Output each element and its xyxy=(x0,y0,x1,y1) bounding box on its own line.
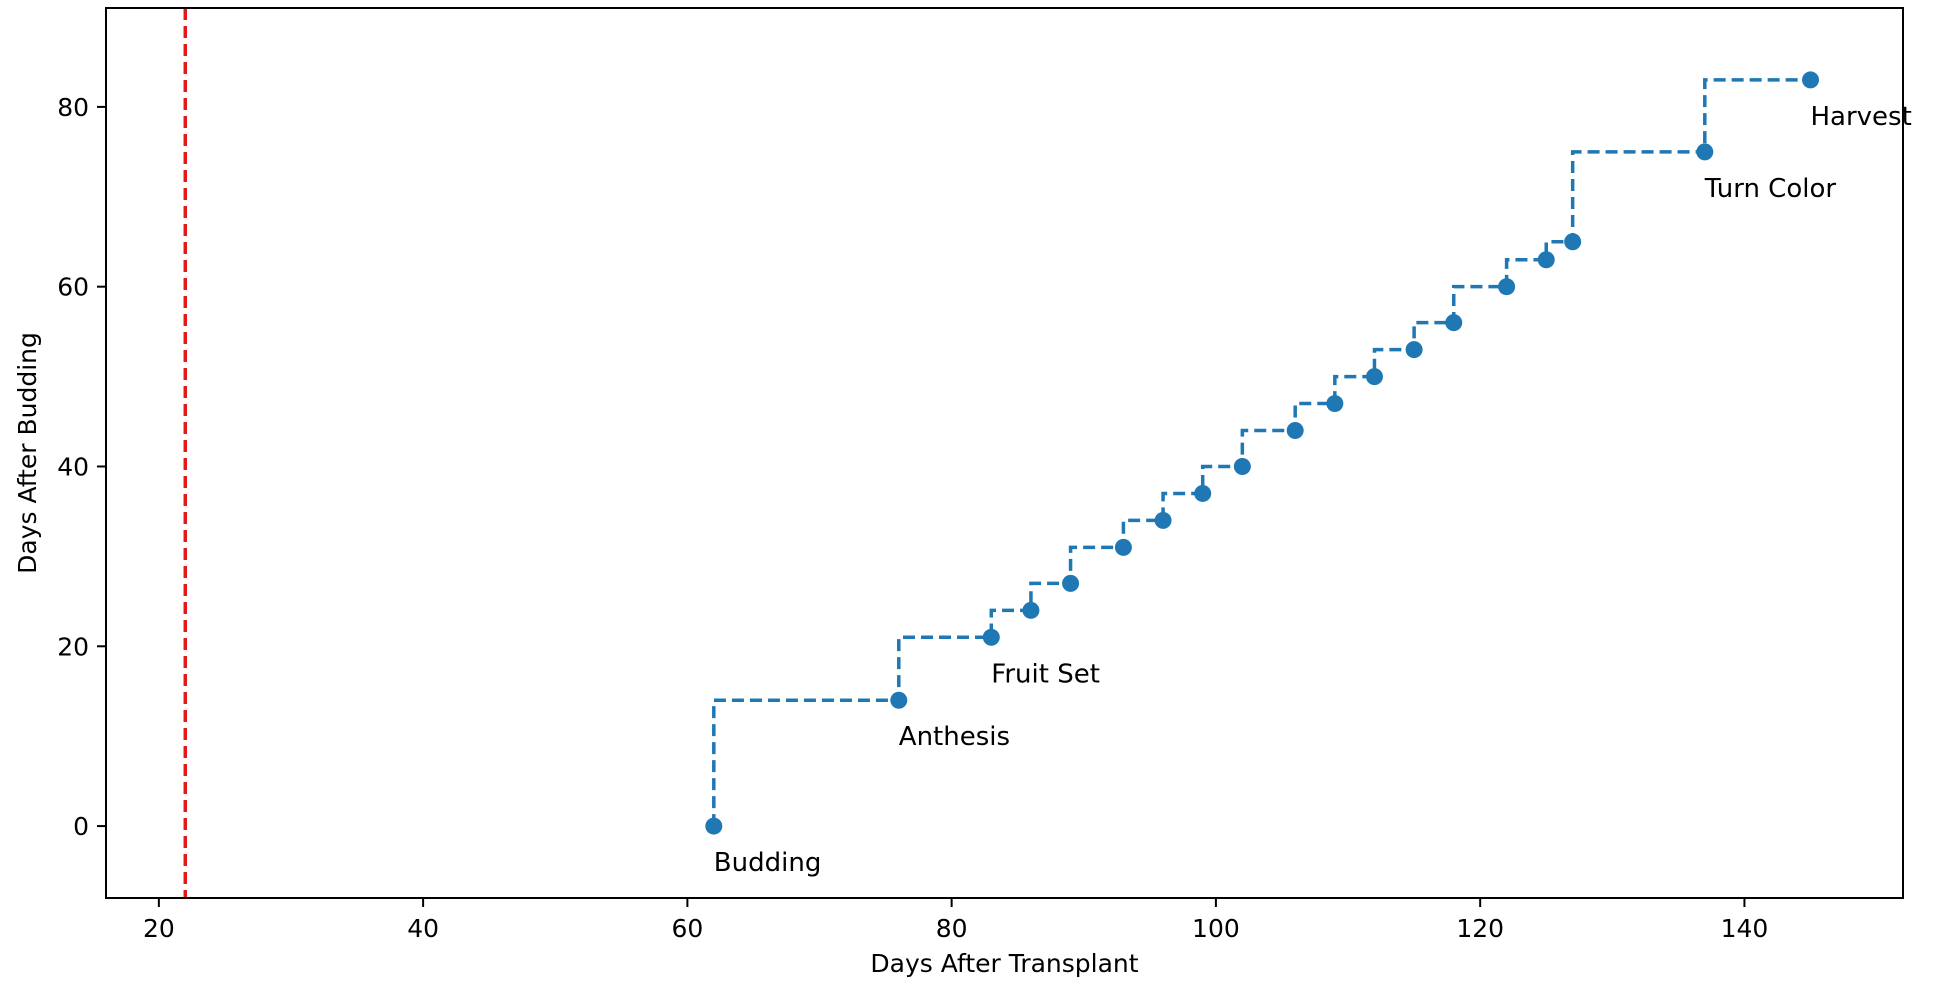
plot-area xyxy=(106,8,1903,898)
series-layer xyxy=(705,71,1820,835)
x-tick-label: 60 xyxy=(671,914,703,943)
point-label: Harvest xyxy=(1811,102,1912,132)
data-point xyxy=(1405,341,1423,359)
data-point xyxy=(1114,538,1132,556)
data-point xyxy=(1062,574,1080,592)
data-point xyxy=(1233,457,1251,475)
data-point xyxy=(1022,601,1040,619)
y-tick-label: 40 xyxy=(57,452,89,481)
data-point xyxy=(1194,484,1212,502)
data-point xyxy=(1564,233,1582,251)
point-label: Budding xyxy=(714,848,822,878)
x-axis-label: Days After Transplant xyxy=(870,949,1138,978)
data-point xyxy=(705,817,723,835)
plot-background xyxy=(106,8,1903,898)
x-tick-label: 140 xyxy=(1721,914,1769,943)
point-label: Anthesis xyxy=(899,722,1010,752)
x-tick-label: 120 xyxy=(1456,914,1504,943)
x-tick-label: 40 xyxy=(407,914,439,943)
plot-frame xyxy=(105,7,1904,899)
data-point xyxy=(1326,395,1344,413)
data-point xyxy=(1445,314,1463,332)
y-tick-label: 0 xyxy=(73,812,89,841)
y-axis-label: Days After Budding xyxy=(13,332,42,574)
data-point xyxy=(1286,422,1304,440)
annotation-layer: Budding Anthesis Fruit Set Turn Color Harves… xyxy=(714,102,1912,878)
data-point xyxy=(1365,368,1383,386)
axes-layer: 20 40 60 80 100 120 140 0 20 40 60 80 xyxy=(57,7,1904,943)
point-label: Fruit Set xyxy=(991,659,1100,689)
data-point xyxy=(1696,143,1714,161)
y-tick-label: 60 xyxy=(57,273,89,302)
data-point xyxy=(1498,278,1516,296)
y-tick-label: 20 xyxy=(57,632,89,661)
data-point xyxy=(890,691,908,709)
x-tick-label: 80 xyxy=(936,914,968,943)
x-tick-label: 100 xyxy=(1192,914,1240,943)
x-tick-label: 20 xyxy=(143,914,175,943)
point-label: Turn Color xyxy=(1704,174,1837,204)
data-point xyxy=(982,628,1000,646)
y-tick-label: 80 xyxy=(57,93,89,122)
data-point xyxy=(1154,511,1172,529)
data-point xyxy=(1537,251,1555,269)
data-point xyxy=(1802,71,1820,89)
